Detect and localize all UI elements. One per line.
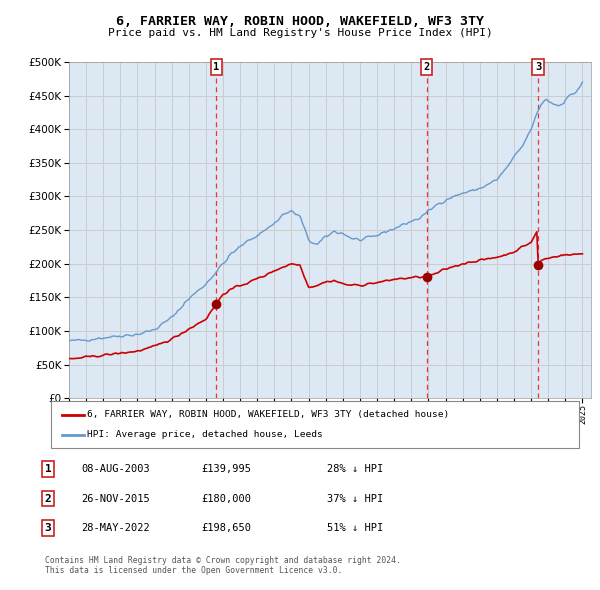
Text: £198,650: £198,650 — [201, 523, 251, 533]
Text: 3: 3 — [535, 62, 541, 72]
Text: 08-AUG-2003: 08-AUG-2003 — [81, 464, 150, 474]
Text: 51% ↓ HPI: 51% ↓ HPI — [327, 523, 383, 533]
Text: 6, FARRIER WAY, ROBIN HOOD, WAKEFIELD, WF3 3TY (detached house): 6, FARRIER WAY, ROBIN HOOD, WAKEFIELD, W… — [87, 410, 449, 419]
Text: 28-MAY-2022: 28-MAY-2022 — [81, 523, 150, 533]
Text: 26-NOV-2015: 26-NOV-2015 — [81, 494, 150, 503]
Text: £139,995: £139,995 — [201, 464, 251, 474]
Text: 1: 1 — [213, 62, 220, 72]
Text: Price paid vs. HM Land Registry's House Price Index (HPI): Price paid vs. HM Land Registry's House … — [107, 28, 493, 38]
Text: HPI: Average price, detached house, Leeds: HPI: Average price, detached house, Leed… — [87, 430, 323, 440]
Text: 3: 3 — [44, 523, 52, 533]
Text: £180,000: £180,000 — [201, 494, 251, 503]
Text: 2: 2 — [44, 494, 52, 503]
Text: Contains HM Land Registry data © Crown copyright and database right 2024.
This d: Contains HM Land Registry data © Crown c… — [45, 556, 401, 575]
Text: 28% ↓ HPI: 28% ↓ HPI — [327, 464, 383, 474]
Text: 2: 2 — [424, 62, 430, 72]
Text: 37% ↓ HPI: 37% ↓ HPI — [327, 494, 383, 503]
Text: 6, FARRIER WAY, ROBIN HOOD, WAKEFIELD, WF3 3TY: 6, FARRIER WAY, ROBIN HOOD, WAKEFIELD, W… — [116, 15, 484, 28]
Text: 1: 1 — [44, 464, 52, 474]
